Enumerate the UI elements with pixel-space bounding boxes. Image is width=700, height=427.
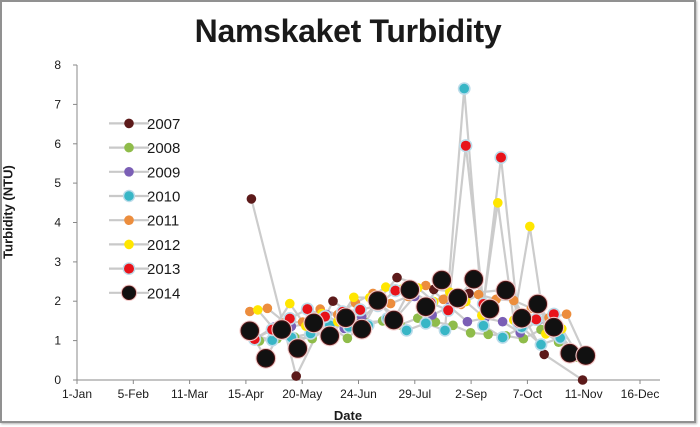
svg-text:3: 3 [54,255,61,269]
svg-text:29-Jul: 29-Jul [398,387,431,401]
svg-text:7: 7 [54,97,61,111]
svg-text:5: 5 [54,176,61,190]
svg-text:16-Dec: 16-Dec [621,387,660,401]
svg-text:2008: 2008 [147,140,180,157]
svg-text:7-Oct: 7-Oct [513,387,543,401]
svg-text:2011: 2011 [147,213,179,230]
svg-text:1: 1 [54,334,61,348]
svg-text:15-Apr: 15-Apr [228,387,264,401]
svg-text:2010: 2010 [147,189,180,206]
svg-text:6: 6 [54,137,61,151]
svg-text:1-Jan: 1-Jan [62,387,92,401]
svg-text:2013: 2013 [147,261,180,278]
svg-text:2007: 2007 [147,116,180,133]
svg-text:2009: 2009 [147,164,180,181]
svg-text:2-Sep: 2-Sep [455,387,487,401]
svg-text:11-Nov: 11-Nov [565,387,603,401]
svg-text:8: 8 [54,58,61,72]
svg-text:2012: 2012 [147,237,180,254]
svg-text:11-Mar: 11-Mar [171,387,208,401]
svg-text:20-May: 20-May [282,387,322,401]
svg-text:4: 4 [54,216,61,230]
svg-text:2: 2 [54,294,61,308]
svg-text:2014: 2014 [147,285,180,302]
svg-text:24-Jun: 24-Jun [340,387,377,401]
svg-text:0: 0 [54,373,61,387]
svg-text:5-Feb: 5-Feb [118,387,150,401]
